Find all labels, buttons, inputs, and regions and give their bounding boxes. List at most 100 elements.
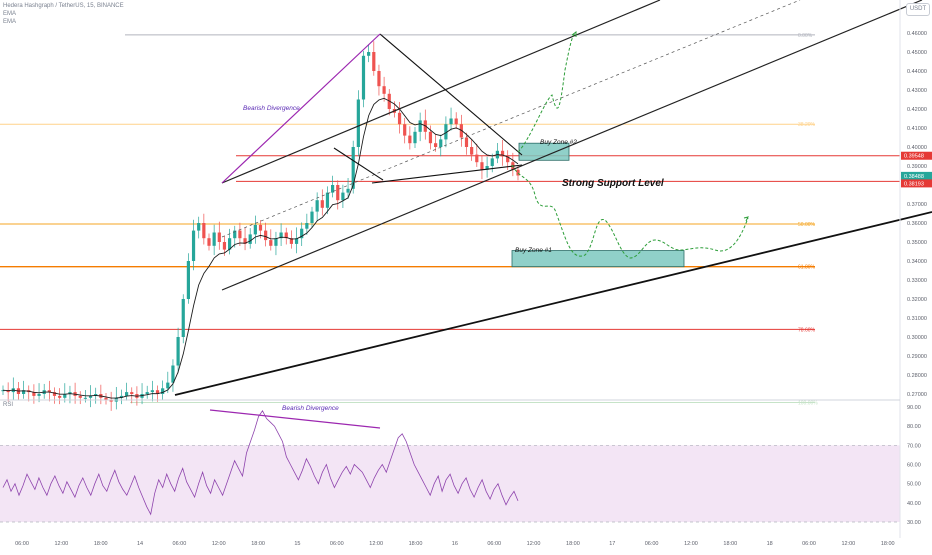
candle-body — [253, 224, 257, 235]
fib-level-label: 0.00% — [798, 33, 813, 39]
fib-level-label: 78.60% — [798, 327, 816, 333]
price-tick-label: 0.43000 — [907, 88, 927, 94]
candle-body — [403, 124, 407, 136]
price-divergence-line — [221, 33, 381, 184]
candle-body — [367, 52, 371, 56]
candle-body — [397, 112, 402, 125]
rsi-divergence-line — [209, 409, 381, 429]
price-tick-label: 0.33000 — [907, 278, 927, 284]
candle-body — [310, 211, 314, 223]
candle-body — [125, 392, 129, 396]
symbol-title: Hedera Hashgraph / TetherUS, 15, BINANCE — [3, 3, 124, 9]
candle-body — [418, 120, 422, 132]
candle-body — [83, 397, 87, 399]
channel-upper — [221, 0, 661, 184]
price-label-bg — [901, 171, 932, 180]
candle-body — [279, 232, 283, 239]
candle-body — [490, 158, 494, 166]
candle-body — [444, 124, 448, 140]
candle-body — [166, 382, 170, 389]
candle-body — [243, 238, 247, 244]
candle-body — [428, 131, 433, 144]
rsi-divergence-label: Bearish Divergence — [282, 405, 339, 412]
fib-level-label: 38.20% — [798, 122, 816, 128]
candle-body — [222, 242, 227, 250]
candle-body — [130, 392, 134, 394]
price-tick-label: 0.29000 — [907, 354, 927, 360]
price-tick-label: 0.32000 — [907, 297, 927, 303]
rsi-tick-label: 30.00 — [907, 520, 921, 526]
rsi-tick-label: 80.00 — [907, 424, 921, 430]
candle-body — [37, 394, 41, 396]
candle-body — [264, 230, 268, 241]
price-tick-label: 0.39000 — [907, 164, 927, 170]
candle-body — [207, 238, 211, 246]
currency-button[interactable]: USDT — [906, 3, 930, 16]
price-tick-label: 0.28000 — [907, 373, 927, 379]
time-tick-label: 12:00 — [212, 541, 226, 547]
time-tick-label: 06:00 — [802, 541, 816, 547]
price-tick-label: 0.40000 — [907, 145, 927, 151]
candle-body — [88, 395, 93, 398]
candle-body — [470, 147, 474, 155]
candle-body — [475, 154, 479, 163]
wedge-lower — [371, 164, 523, 184]
candle-body — [346, 188, 350, 193]
candle-body — [382, 86, 386, 94]
candle-body — [408, 135, 412, 144]
candle-body — [439, 139, 443, 147]
time-tick-label: 18:00 — [251, 541, 265, 547]
price-divergence-label: Bearish Divergence — [243, 105, 300, 112]
rsi-tick-label: 50.00 — [907, 482, 921, 488]
candle-body — [186, 261, 190, 299]
ema-legend-2: EMA — [3, 19, 17, 25]
candle-body — [459, 124, 463, 138]
candle-body — [6, 390, 10, 393]
rsi-band — [0, 445, 900, 522]
buy-zone-1-label: Buy Zone #1 — [515, 247, 552, 254]
time-tick-label: 12:00 — [841, 541, 855, 547]
price-tick-label: 0.45000 — [907, 50, 927, 56]
candle-body — [485, 166, 489, 170]
time-tick-label: 06:00 — [173, 541, 187, 547]
candle-body — [52, 392, 57, 396]
price-tick-label: 0.46000 — [907, 31, 927, 37]
price-tick-label: 0.36000 — [907, 221, 927, 227]
candle-body — [516, 169, 520, 176]
price-label: 0.38488 — [904, 174, 924, 180]
candle-body — [78, 395, 82, 398]
price-label-bg — [901, 179, 932, 188]
candle-body — [197, 223, 201, 231]
candle-body — [413, 131, 417, 144]
time-tick-label: 18 — [767, 541, 773, 547]
candle-body — [506, 156, 510, 163]
time-tick-label: 12:00 — [684, 541, 698, 547]
candle-body — [325, 192, 330, 208]
candle-body — [228, 238, 232, 250]
candle-body — [150, 390, 154, 393]
candle-body — [320, 200, 324, 208]
candle-body — [238, 230, 242, 239]
candle-body — [176, 337, 180, 366]
candle-body — [294, 238, 299, 244]
time-tick-label: 15 — [294, 541, 300, 547]
candle-body — [434, 143, 438, 147]
rsi-tick-label: 70.00 — [907, 443, 921, 449]
candle-body — [104, 397, 108, 400]
price-tick-label: 0.37000 — [907, 202, 927, 208]
time-tick-label: 06:00 — [15, 541, 29, 547]
buy-zone-2-label: Buy Zone #2 — [540, 139, 577, 146]
buy-zone-box — [511, 250, 685, 268]
ema-legend-1: EMA — [3, 11, 17, 17]
candle-body — [356, 99, 360, 147]
candle-body — [284, 232, 288, 239]
time-tick-label: 12:00 — [54, 541, 68, 547]
candle-body — [47, 390, 51, 393]
candle-body — [1, 390, 5, 392]
price-label: 0.38193 — [904, 181, 924, 187]
time-tick-label: 18:00 — [723, 541, 737, 547]
time-tick-label: 18:00 — [409, 541, 423, 547]
candle-body — [22, 390, 26, 394]
